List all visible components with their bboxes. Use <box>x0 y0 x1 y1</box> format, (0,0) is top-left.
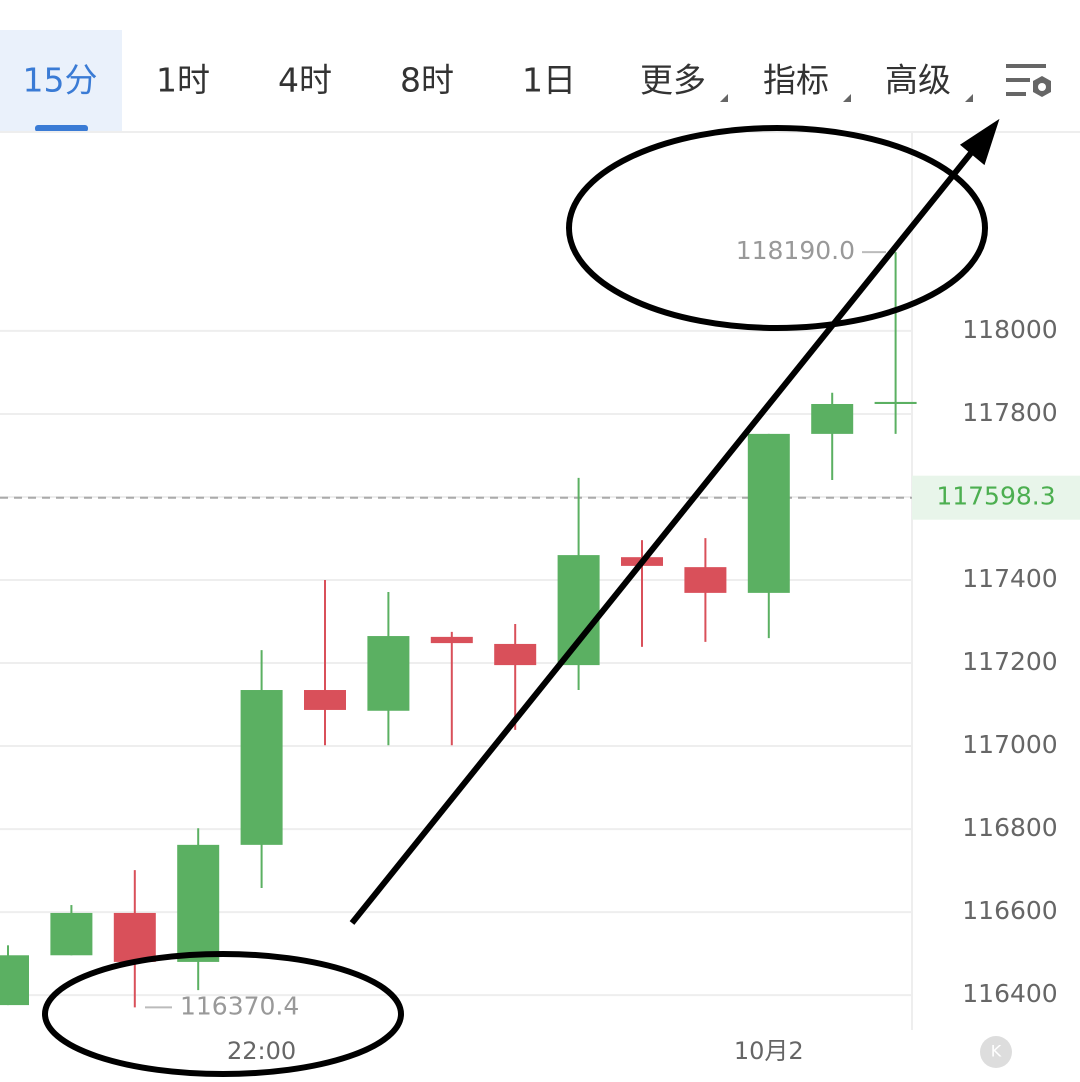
y-tick-label: 118000 <box>962 315 1057 344</box>
min-marker-label: 116370.4 <box>180 991 299 1020</box>
candle-body <box>240 690 283 845</box>
candle-body <box>367 636 410 711</box>
candle-body <box>50 912 93 956</box>
y-tick-label: 116800 <box>962 813 1057 842</box>
tab[interactable]: 4时 <box>278 61 332 100</box>
dropdown-arrow <box>843 94 851 102</box>
annotations <box>42 118 1000 1077</box>
tab[interactable]: 更多 <box>640 61 706 100</box>
candle-body <box>557 555 600 666</box>
candle-body <box>0 955 29 1006</box>
x-tick-label: 22:00 <box>227 1037 296 1065</box>
tab[interactable]: 1日 <box>522 61 576 100</box>
x-tick-label: 10月2 <box>734 1037 804 1065</box>
dropdown-arrow <box>965 94 973 102</box>
candle-body <box>874 401 917 404</box>
scroll-icon: K <box>991 1042 1002 1061</box>
candle-body <box>494 643 537 666</box>
candle-body <box>684 567 727 593</box>
y-tick-label: 116600 <box>962 896 1057 925</box>
active-tab-bg <box>0 30 122 132</box>
tab[interactable]: 15分 <box>23 61 98 100</box>
last-price-label: 117598.3 <box>936 482 1055 511</box>
scroll-button[interactable] <box>980 1036 1012 1068</box>
y-tick-label: 117200 <box>962 647 1057 676</box>
y-tick-label: 117800 <box>962 398 1057 427</box>
y-tick-label: 117400 <box>962 564 1057 593</box>
candle-body <box>304 690 346 710</box>
max-marker-label: 118190.0 <box>736 236 855 265</box>
tab[interactable]: 高级 <box>885 61 951 100</box>
last-price-box <box>912 475 1080 520</box>
candle-body <box>747 433 790 593</box>
candle-body <box>113 912 156 962</box>
candle-body <box>177 844 220 962</box>
y-tick-label: 116400 <box>962 979 1057 1008</box>
tab[interactable]: 1时 <box>156 61 210 100</box>
y-tick-label: 117000 <box>962 730 1057 759</box>
settings-icon[interactable] <box>1006 64 1051 97</box>
dropdown-arrow <box>720 94 728 102</box>
candle-body <box>811 403 854 434</box>
tab[interactable]: 8时 <box>400 61 454 100</box>
active-tab-underline <box>35 125 88 132</box>
tab[interactable]: 指标 <box>763 61 829 100</box>
candle-body <box>430 636 473 644</box>
